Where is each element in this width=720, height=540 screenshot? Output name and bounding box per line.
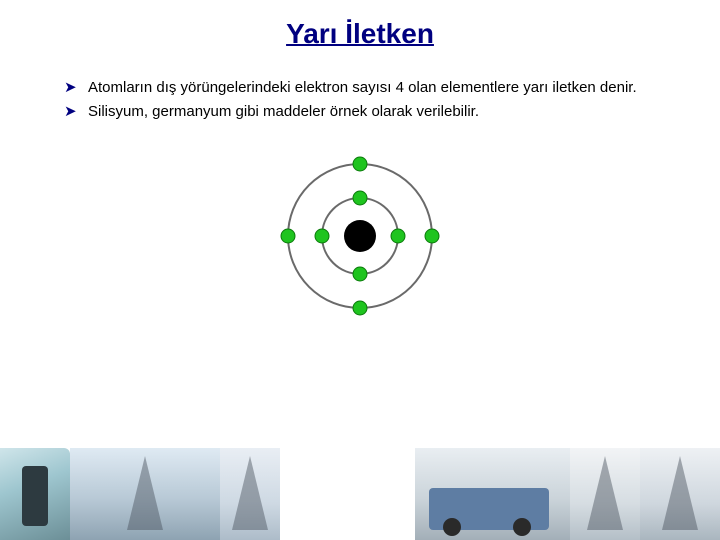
footer-image-pylon	[220, 448, 280, 540]
bullet-list: Atomların dış yörüngelerindeki elektron …	[0, 50, 720, 123]
list-item: Silisyum, germanyum gibi maddeler örnek …	[88, 102, 650, 122]
footer-image-strip	[0, 440, 720, 540]
page-title: Yarı İletken	[0, 0, 720, 50]
footer-image-tower	[640, 448, 720, 540]
footer-image-tower	[570, 448, 640, 540]
list-item: Atomların dış yörüngelerindeki elektron …	[88, 78, 650, 98]
footer-image-pylon	[70, 448, 220, 540]
atom-diagram	[0, 151, 720, 321]
footer-image-truck	[415, 448, 570, 540]
footer-image-phone	[0, 448, 70, 540]
atom-svg	[270, 151, 450, 321]
